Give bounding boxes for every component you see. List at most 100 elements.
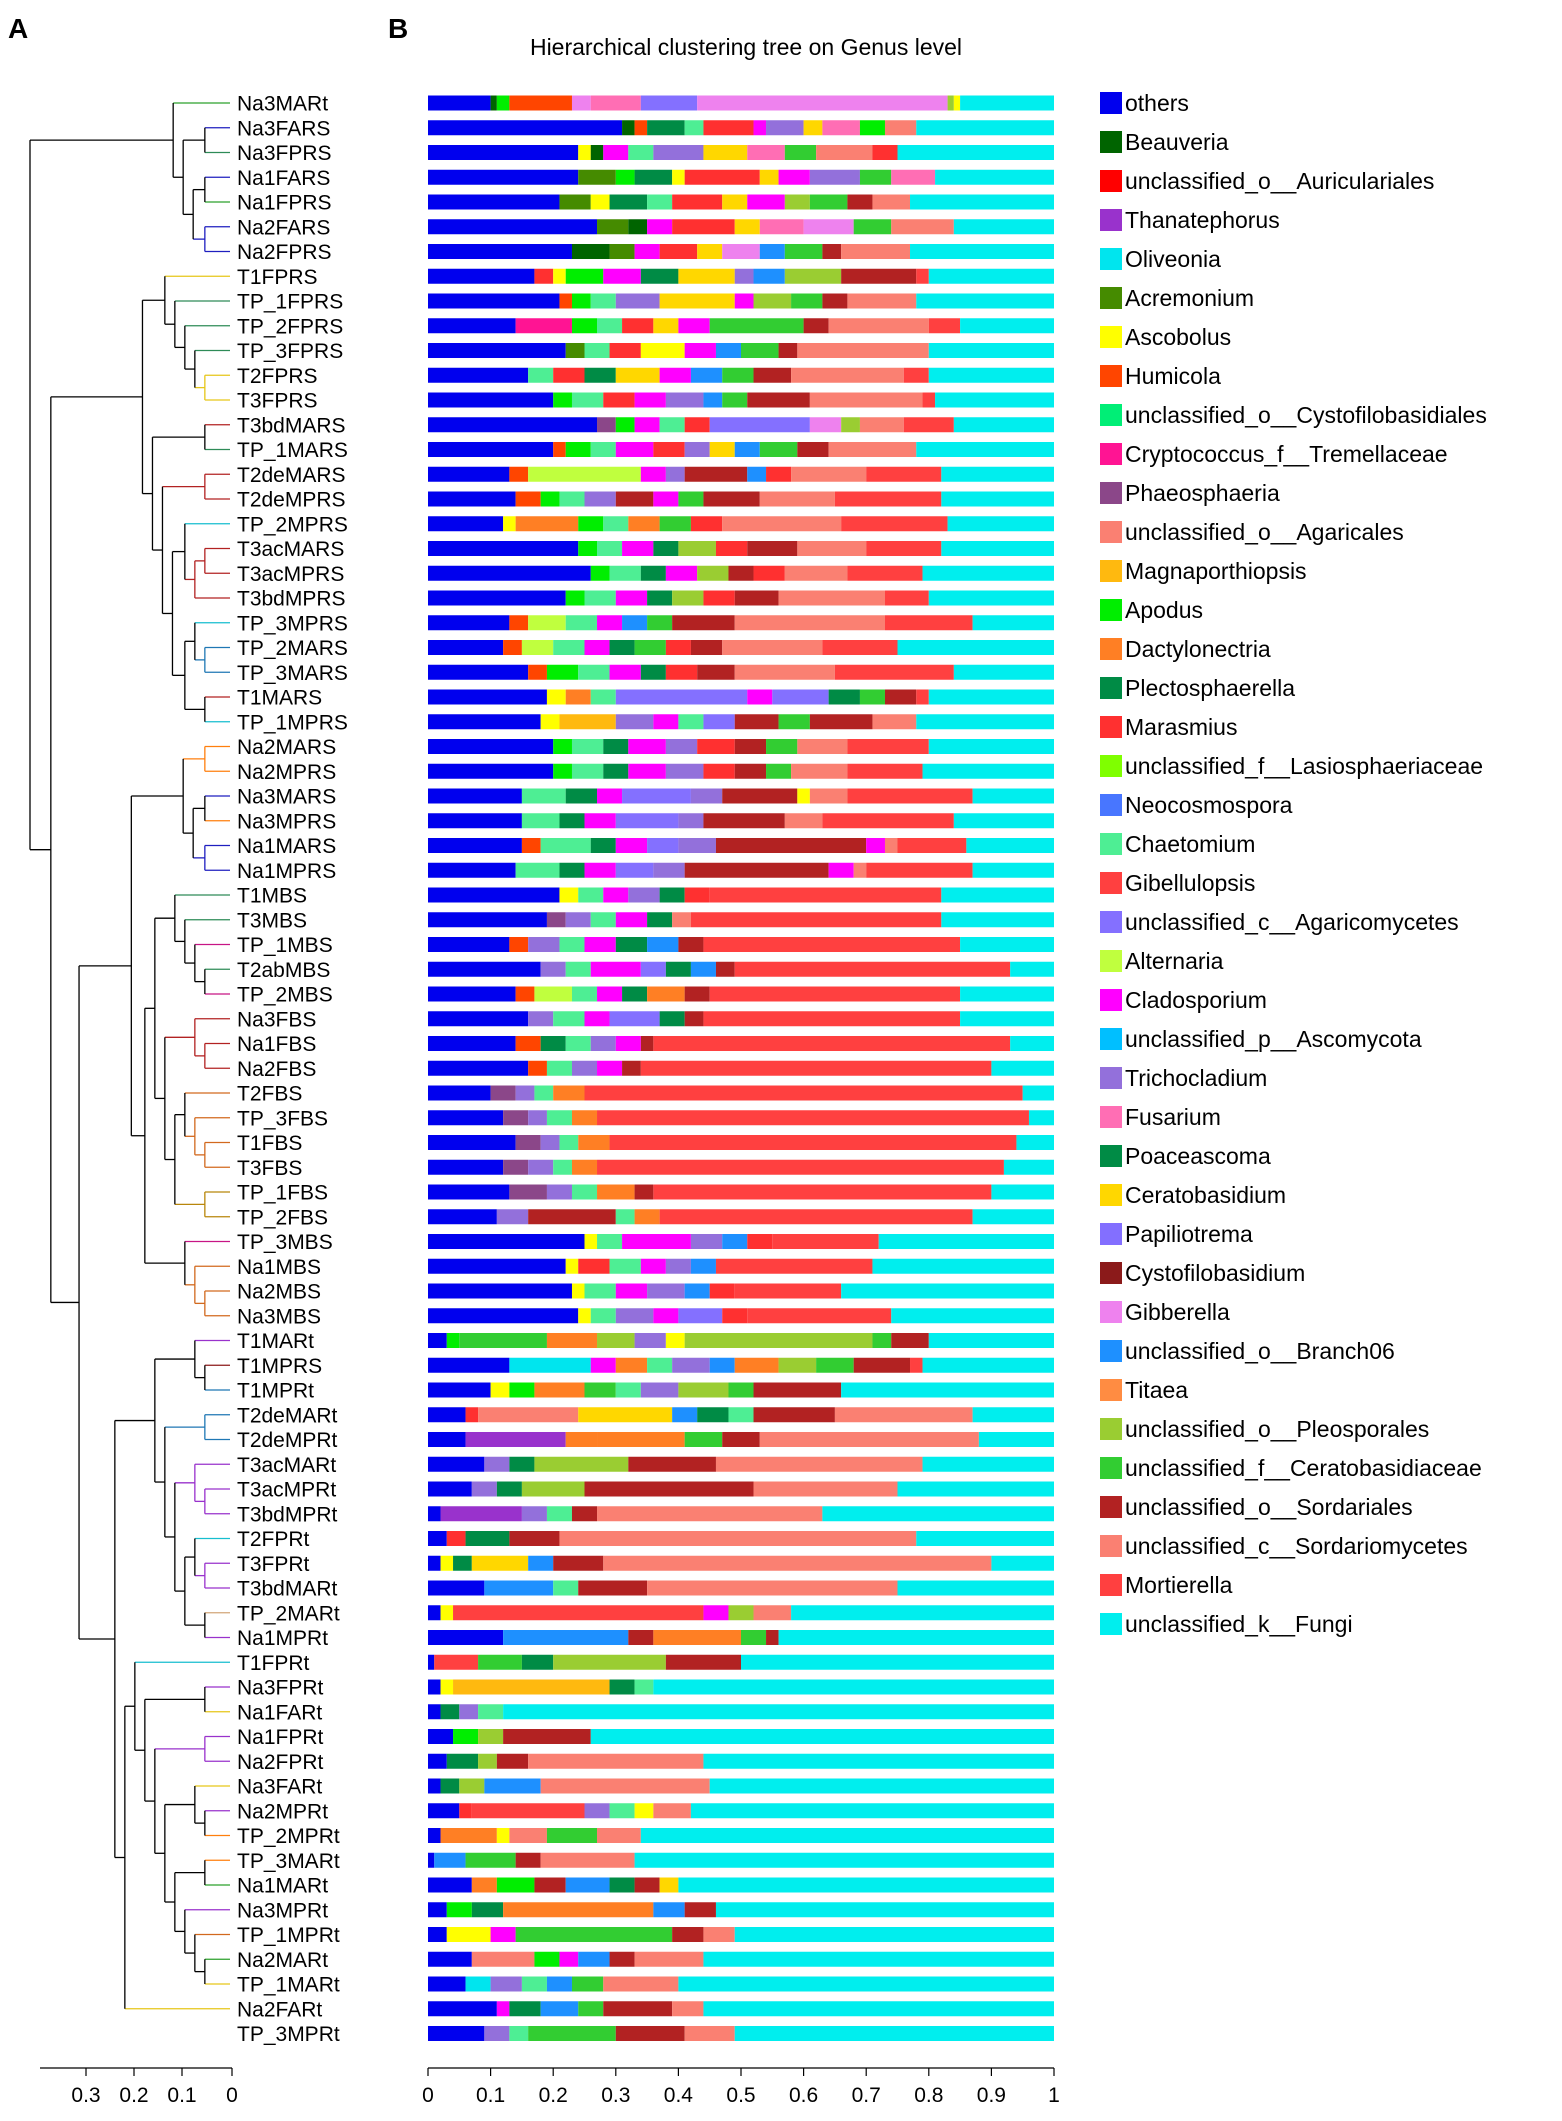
bar-segment — [521, 1481, 585, 1497]
bar-segment — [653, 1803, 691, 1819]
bar-row — [428, 318, 1054, 334]
bar-segment — [597, 1060, 623, 1076]
bar-row — [428, 912, 1054, 928]
bar-segment — [684, 1011, 704, 1027]
bar-segment — [565, 268, 604, 284]
bar-segment — [428, 1011, 529, 1027]
bar-segment — [528, 2026, 616, 2041]
bar-segment — [615, 2026, 685, 2041]
bar-row — [428, 1333, 1054, 1348]
bar-row — [428, 1159, 1054, 1175]
bar-segment — [428, 169, 579, 185]
bar-segment — [659, 1209, 973, 1225]
bar-segment — [640, 664, 666, 680]
bar-segment — [509, 1828, 547, 1843]
bar-segment — [428, 1184, 510, 1200]
sample-label: Na2FBS — [237, 1058, 316, 1081]
legend-item: unclassified_o__Sordariales — [1100, 1494, 1413, 1520]
bar-segment — [603, 739, 629, 754]
x-tick-label: 0.2 — [539, 2084, 568, 2107]
bar-segment — [753, 120, 767, 136]
bar-segment — [515, 491, 541, 507]
sample-label: T3bdMARS — [237, 414, 346, 437]
bar-row — [428, 1729, 1054, 1744]
bar-segment — [478, 1753, 497, 1769]
bar-segment — [784, 145, 817, 160]
bar-segment — [503, 1902, 654, 1918]
bar-segment — [672, 912, 691, 928]
bar-segment — [478, 1729, 504, 1744]
bar-segment — [753, 293, 792, 309]
bar-segment — [490, 1976, 522, 1992]
bar-segment — [571, 763, 604, 779]
sample-label: TP_2FPRS — [237, 315, 343, 338]
bar-segment — [571, 739, 604, 754]
bar-segment — [584, 1234, 598, 1249]
bar-segment — [584, 343, 610, 358]
bar-segment — [797, 739, 848, 754]
sample-label: T1MBS — [237, 885, 307, 908]
bar-segment — [703, 491, 760, 507]
bar-segment — [665, 1258, 691, 1274]
bar-segment — [584, 1803, 610, 1819]
bar-segment — [478, 1704, 504, 1720]
sample-label: Na3MARS — [237, 786, 336, 809]
bar-segment — [496, 1481, 522, 1497]
legend-label: Oliveonia — [1125, 246, 1221, 272]
bar-row — [428, 887, 1054, 903]
bar-segment — [571, 1976, 604, 1992]
sample-label: Na1FPRt — [237, 1726, 324, 1749]
bar-segment — [622, 1234, 691, 1249]
bar-row — [428, 343, 1054, 358]
bar-segment — [546, 1333, 598, 1348]
x-tick-label: 0.9 — [977, 2084, 1006, 2107]
bar-segment — [753, 1481, 898, 1497]
bar-segment — [534, 1382, 585, 1398]
bar-segment — [709, 1357, 735, 1373]
bar-row — [428, 442, 1054, 457]
sample-label: Na3FARS — [237, 117, 330, 140]
bar-segment — [509, 615, 529, 631]
bar-segment — [609, 194, 648, 210]
bar-segment — [428, 1729, 454, 1744]
bar-row — [428, 813, 1054, 829]
bar-segment — [853, 862, 867, 878]
bar-row — [428, 1927, 1054, 1942]
bar-segment — [428, 95, 491, 111]
bar-segment — [428, 1085, 491, 1101]
bar-segment — [872, 145, 898, 160]
bar-row — [428, 1902, 1054, 1918]
bar-segment — [703, 1951, 1054, 1967]
bar-segment — [571, 293, 591, 309]
bar-segment — [653, 714, 679, 730]
bar-row — [428, 392, 1054, 408]
bar-segment — [809, 714, 873, 730]
bar-segment — [653, 318, 679, 334]
legend-item: unclassified_c__Agaricomycetes — [1100, 909, 1459, 935]
legend-label: unclassified_o__Pleosporales — [1125, 1416, 1429, 1442]
bar-segment — [703, 2001, 1054, 2017]
legend-label: unclassified_k__Fungi — [1125, 1611, 1353, 1637]
bar-segment — [622, 120, 635, 136]
bar-segment — [834, 664, 954, 680]
bar-segment — [828, 862, 854, 878]
bar-segment — [759, 219, 804, 235]
bar-segment — [528, 1110, 547, 1126]
bar-segment — [1028, 1110, 1054, 1126]
legend-label: unclassified_p__Ascomycota — [1125, 1026, 1422, 1052]
sample-label: T2deMARt — [237, 1404, 338, 1427]
bar-segment — [784, 244, 823, 259]
bar-segment — [941, 541, 1054, 556]
bar-segment — [503, 1704, 1054, 1720]
bar-segment — [922, 763, 1054, 779]
bar-segment — [703, 714, 735, 730]
bar-segment — [590, 838, 616, 853]
bar-segment — [703, 120, 754, 136]
bar-segment — [446, 1902, 472, 1918]
bar-segment — [509, 95, 572, 111]
bar-segment — [515, 1852, 541, 1868]
bar-segment — [428, 1828, 441, 1843]
bar-segment — [428, 664, 529, 680]
bar-segment — [515, 1036, 541, 1051]
bar-segment — [553, 392, 572, 408]
